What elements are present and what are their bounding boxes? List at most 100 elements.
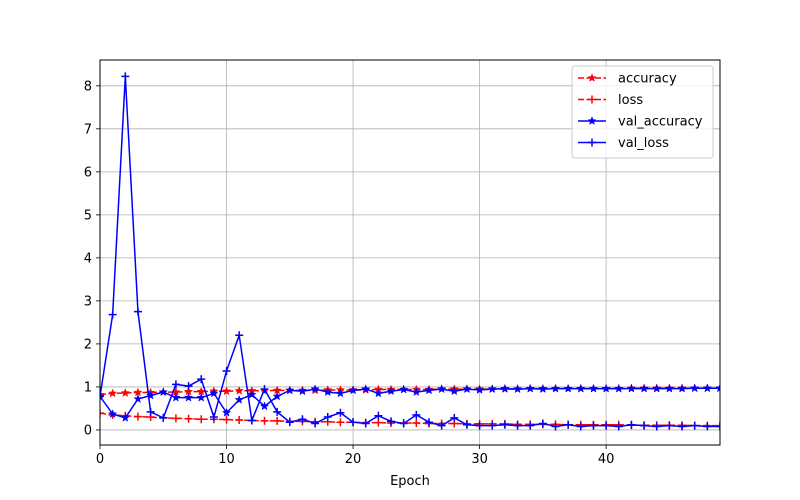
data-point xyxy=(538,384,548,394)
data-point xyxy=(348,385,358,395)
data-point xyxy=(222,415,231,424)
data-point xyxy=(525,383,535,393)
x-tick-label: 10 xyxy=(218,452,235,467)
data-point xyxy=(424,418,433,427)
data-point xyxy=(373,388,384,398)
data-point xyxy=(100,392,104,401)
data-point xyxy=(259,401,270,411)
legend-item: val_loss xyxy=(578,136,669,151)
data-point xyxy=(450,413,459,422)
legend-label: val_accuracy xyxy=(618,115,703,130)
data-point xyxy=(664,383,675,393)
legend-item: accuracy xyxy=(578,72,677,87)
data-point xyxy=(715,383,720,393)
legend-item: loss xyxy=(578,93,643,108)
gridlines xyxy=(99,60,720,445)
data-point xyxy=(614,383,624,393)
legend-marker xyxy=(588,138,596,147)
data-point xyxy=(626,383,637,393)
data-point xyxy=(475,421,484,430)
data-point xyxy=(146,407,155,416)
x-axis-label: Epoch xyxy=(390,474,430,489)
data-point xyxy=(209,388,219,398)
data-point xyxy=(197,375,206,384)
data-point xyxy=(285,385,295,395)
data-point xyxy=(285,418,294,427)
legend-label: loss xyxy=(618,93,643,108)
data-point xyxy=(627,420,636,429)
data-point xyxy=(690,421,699,430)
data-point xyxy=(703,422,712,431)
legend-marker xyxy=(587,73,597,82)
data-point xyxy=(702,383,713,393)
data-point xyxy=(107,388,118,398)
data-point xyxy=(387,417,396,426)
legend-box xyxy=(571,65,714,159)
data-point xyxy=(412,419,421,428)
data-point xyxy=(677,383,687,393)
data-point xyxy=(411,387,422,397)
data-point xyxy=(197,415,206,424)
data-point xyxy=(247,416,256,425)
data-point xyxy=(602,421,611,430)
data-point xyxy=(576,422,585,431)
series-val-loss xyxy=(100,72,720,431)
data-point xyxy=(196,392,206,402)
legend-label: accuracy xyxy=(618,72,677,87)
data-point xyxy=(235,416,244,425)
data-point xyxy=(235,331,244,340)
data-point xyxy=(133,307,142,316)
data-point xyxy=(158,387,168,397)
data-point xyxy=(576,383,586,393)
data-point xyxy=(323,413,332,422)
data-point xyxy=(247,389,257,399)
y-tick-label: 4 xyxy=(84,251,92,266)
data-point xyxy=(311,419,320,428)
data-point xyxy=(386,386,396,396)
y-tick-label: 2 xyxy=(84,337,92,352)
data-point xyxy=(374,411,383,420)
plot-frame xyxy=(99,59,721,446)
data-point xyxy=(183,392,194,402)
data-point xyxy=(601,383,611,393)
data-point xyxy=(184,382,193,391)
y-tick-label: 7 xyxy=(84,122,92,137)
legend-marker xyxy=(587,116,597,125)
data-point xyxy=(171,414,180,423)
y-tick-label: 6 xyxy=(84,165,92,180)
data-point xyxy=(563,383,573,393)
data-point xyxy=(462,420,471,429)
legend: accuracy loss val_accuracy val_loss xyxy=(571,65,714,159)
data-point xyxy=(234,394,244,404)
y-tick-label: 8 xyxy=(84,79,92,94)
data-point xyxy=(512,384,523,394)
y-tick-label: 1 xyxy=(84,380,92,395)
data-point xyxy=(260,416,269,425)
data-point xyxy=(310,384,320,394)
data-point xyxy=(652,383,662,393)
data-point xyxy=(298,415,307,424)
data-point xyxy=(665,421,674,430)
data-point xyxy=(107,409,118,419)
data-point xyxy=(335,388,346,398)
data-point xyxy=(588,383,599,393)
data-point xyxy=(716,422,720,431)
data-point xyxy=(171,380,180,389)
data-point xyxy=(209,413,218,422)
data-point xyxy=(120,388,130,397)
data-point xyxy=(374,418,383,427)
data-point xyxy=(221,386,232,396)
data-point xyxy=(437,421,446,430)
y-tick-label: 5 xyxy=(84,208,92,223)
legend-label: val_loss xyxy=(618,136,669,151)
x-tick-label: 0 xyxy=(96,452,104,467)
data-point xyxy=(513,421,522,430)
data-point xyxy=(159,413,168,422)
data-point xyxy=(690,383,700,393)
data-point xyxy=(121,72,130,81)
plot-series xyxy=(100,72,720,431)
data-point xyxy=(564,420,573,429)
data-point xyxy=(500,383,510,393)
y-tick-label: 0 xyxy=(84,423,92,438)
data-point xyxy=(273,407,282,416)
